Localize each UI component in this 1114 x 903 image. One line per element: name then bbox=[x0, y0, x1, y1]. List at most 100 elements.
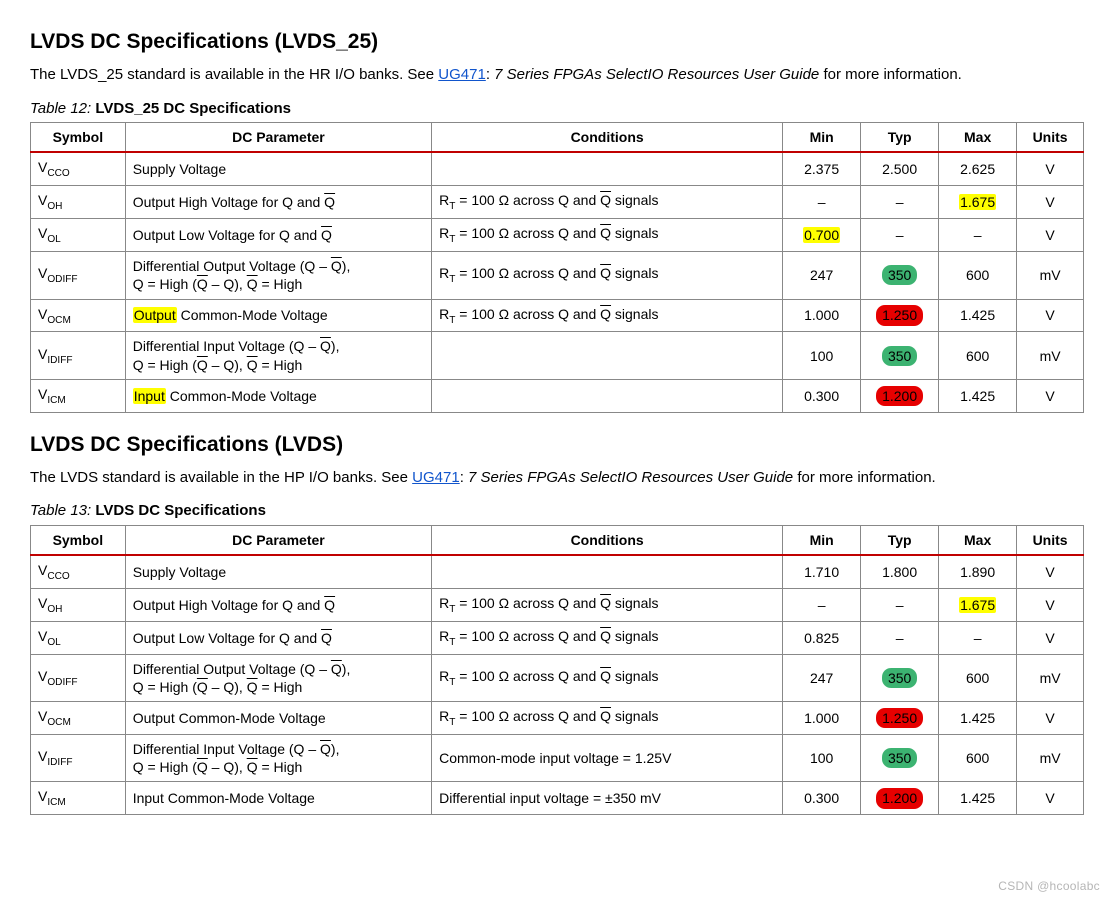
cell-sym: VOCM bbox=[31, 702, 126, 735]
cell-cond: Differential input voltage = ±350 mV bbox=[432, 782, 783, 815]
table-row: VCCOSupply Voltage1.7101.8001.890V bbox=[31, 555, 1084, 588]
cell-max: 1.425 bbox=[939, 702, 1017, 735]
cell-units: mV bbox=[1017, 735, 1084, 782]
spec-table: SymbolDC ParameterConditionsMinTypMaxUni… bbox=[30, 122, 1084, 412]
cell-sym: VOL bbox=[31, 621, 126, 654]
cell-min: 247 bbox=[783, 252, 861, 299]
cell-units: V bbox=[1017, 702, 1084, 735]
table-row: VODIFFDifferential Output Voltage (Q – Q… bbox=[31, 654, 1084, 701]
cell-sym: VOL bbox=[31, 219, 126, 252]
column-header: Units bbox=[1017, 525, 1084, 555]
column-header: Max bbox=[939, 525, 1017, 555]
cell-max: 2.625 bbox=[939, 152, 1017, 185]
column-header: Max bbox=[939, 123, 1017, 153]
table-row: VOLOutput Low Voltage for Q and QRT = 10… bbox=[31, 621, 1084, 654]
cell-param: Output Low Voltage for Q and Q bbox=[125, 621, 431, 654]
intro-text: The LVDS_25 standard is available in the… bbox=[30, 65, 1084, 85]
cell-units: V bbox=[1017, 782, 1084, 815]
cell-max: – bbox=[939, 621, 1017, 654]
cell-typ: 350 bbox=[861, 654, 939, 701]
cell-min: 1.710 bbox=[783, 555, 861, 588]
cell-param: Differential Input Voltage (Q – Q),Q = H… bbox=[125, 735, 431, 782]
cell-sym: VICM bbox=[31, 782, 126, 815]
cell-units: V bbox=[1017, 299, 1084, 332]
cell-cond: RT = 100 Ω across Q and Q signals bbox=[432, 589, 783, 622]
cell-cond: Common-mode input voltage = 1.25V bbox=[432, 735, 783, 782]
cell-cond bbox=[432, 332, 783, 379]
cell-cond bbox=[432, 379, 783, 412]
cell-max: 600 bbox=[939, 654, 1017, 701]
cell-param: Input Common-Mode Voltage bbox=[125, 782, 431, 815]
cell-typ: – bbox=[861, 621, 939, 654]
cell-max: 600 bbox=[939, 735, 1017, 782]
cell-units: V bbox=[1017, 379, 1084, 412]
column-header: Units bbox=[1017, 123, 1084, 153]
cell-cond: RT = 100 Ω across Q and Q signals bbox=[432, 186, 783, 219]
column-header: DC Parameter bbox=[125, 123, 431, 153]
table-row: VICMInput Common-Mode VoltageDifferentia… bbox=[31, 782, 1084, 815]
cell-param: Input Common-Mode Voltage bbox=[125, 379, 431, 412]
column-header: Min bbox=[783, 123, 861, 153]
cell-typ: 1.250 bbox=[861, 702, 939, 735]
cell-typ: 2.500 bbox=[861, 152, 939, 185]
cell-param: Supply Voltage bbox=[125, 152, 431, 185]
section-heading: LVDS DC Specifications (LVDS_25) bbox=[30, 28, 1084, 55]
column-header: Symbol bbox=[31, 123, 126, 153]
ug471-link[interactable]: UG471 bbox=[412, 469, 460, 486]
cell-max: – bbox=[939, 219, 1017, 252]
table-row: VODIFFDifferential Output Voltage (Q – Q… bbox=[31, 252, 1084, 299]
cell-units: V bbox=[1017, 555, 1084, 588]
cell-sym: VIDIFF bbox=[31, 332, 126, 379]
cell-typ: – bbox=[861, 186, 939, 219]
cell-sym: VCCO bbox=[31, 555, 126, 588]
cell-param: Differential Output Voltage (Q – Q),Q = … bbox=[125, 252, 431, 299]
cell-min: 0.700 bbox=[783, 219, 861, 252]
cell-param: Differential Output Voltage (Q – Q),Q = … bbox=[125, 654, 431, 701]
column-header: Conditions bbox=[432, 525, 783, 555]
ug471-link[interactable]: UG471 bbox=[438, 66, 486, 83]
cell-sym: VCCO bbox=[31, 152, 126, 185]
cell-units: mV bbox=[1017, 252, 1084, 299]
cell-sym: VOH bbox=[31, 589, 126, 622]
cell-param: Output Common-Mode Voltage bbox=[125, 702, 431, 735]
cell-typ: 350 bbox=[861, 252, 939, 299]
column-header: Conditions bbox=[432, 123, 783, 153]
cell-typ: 1.200 bbox=[861, 782, 939, 815]
cell-max: 600 bbox=[939, 332, 1017, 379]
cell-param: Output High Voltage for Q and Q bbox=[125, 589, 431, 622]
cell-typ: – bbox=[861, 589, 939, 622]
table-row: VOHOutput High Voltage for Q and QRT = 1… bbox=[31, 186, 1084, 219]
cell-typ: 350 bbox=[861, 735, 939, 782]
table-row: VIDIFFDifferential Input Voltage (Q – Q)… bbox=[31, 332, 1084, 379]
cell-min: 1.000 bbox=[783, 299, 861, 332]
cell-sym: VICM bbox=[31, 379, 126, 412]
cell-typ: 350 bbox=[861, 332, 939, 379]
cell-typ: 1.250 bbox=[861, 299, 939, 332]
cell-typ: – bbox=[861, 219, 939, 252]
cell-cond: RT = 100 Ω across Q and Q signals bbox=[432, 219, 783, 252]
cell-min: 0.825 bbox=[783, 621, 861, 654]
cell-max: 600 bbox=[939, 252, 1017, 299]
cell-max: 1.890 bbox=[939, 555, 1017, 588]
column-header: Typ bbox=[861, 525, 939, 555]
table-row: VCCOSupply Voltage2.3752.5002.625V bbox=[31, 152, 1084, 185]
cell-sym: VOCM bbox=[31, 299, 126, 332]
cell-min: 100 bbox=[783, 735, 861, 782]
cell-units: V bbox=[1017, 621, 1084, 654]
cell-min: 0.300 bbox=[783, 782, 861, 815]
table-row: VIDIFFDifferential Input Voltage (Q – Q)… bbox=[31, 735, 1084, 782]
cell-max: 1.425 bbox=[939, 782, 1017, 815]
column-header: DC Parameter bbox=[125, 525, 431, 555]
cell-cond bbox=[432, 555, 783, 588]
cell-max: 1.675 bbox=[939, 589, 1017, 622]
table-row: VOCMOutput Common-Mode VoltageRT = 100 Ω… bbox=[31, 299, 1084, 332]
cell-typ: 1.800 bbox=[861, 555, 939, 588]
cell-units: V bbox=[1017, 152, 1084, 185]
cell-min: 100 bbox=[783, 332, 861, 379]
cell-cond: RT = 100 Ω across Q and Q signals bbox=[432, 252, 783, 299]
table-row: VOLOutput Low Voltage for Q and QRT = 10… bbox=[31, 219, 1084, 252]
cell-units: mV bbox=[1017, 654, 1084, 701]
cell-cond bbox=[432, 152, 783, 185]
section-heading: LVDS DC Specifications (LVDS) bbox=[30, 431, 1084, 458]
table-caption: Table 12: LVDS_25 DC Specifications bbox=[30, 99, 1084, 119]
